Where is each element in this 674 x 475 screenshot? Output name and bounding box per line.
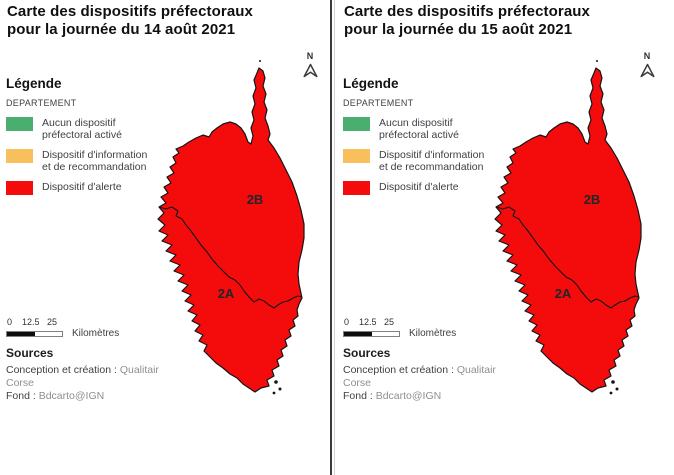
source-value: Qualitair Corse bbox=[343, 364, 496, 389]
scale-bar-graphic bbox=[343, 330, 400, 337]
north-arrow: N bbox=[637, 51, 657, 78]
scale-unit-label: Kilomètres bbox=[409, 328, 457, 339]
scale-bar-graphic bbox=[6, 330, 63, 337]
north-label: N bbox=[306, 51, 314, 61]
legend-layer-label: DEPARTEMENT bbox=[6, 98, 77, 108]
legend-heading: Légende bbox=[6, 76, 62, 91]
department-2b-label: 2B bbox=[584, 192, 601, 207]
panel-divider-highlight bbox=[334, 0, 335, 475]
north-arrow-icon bbox=[639, 63, 655, 78]
source-line: Conception et création : Qualitair Corse bbox=[343, 364, 523, 390]
red-swatch-icon bbox=[343, 181, 370, 195]
department-boundary bbox=[495, 206, 640, 309]
legend-item-label: Dispositif d'information et de recommand… bbox=[42, 149, 148, 173]
scale-tick: 12.5 bbox=[359, 317, 377, 327]
page-title: Carte des dispositifs préfectoraux pour … bbox=[7, 3, 317, 39]
legend-item-none: Aucun dispositif préfectoral activé bbox=[343, 117, 495, 141]
title-line-1: Carte des dispositifs préfectoraux bbox=[344, 3, 590, 20]
sources-block: Sources Conception et création : Qualita… bbox=[6, 346, 186, 403]
legend-item-label: Dispositif d'alerte bbox=[379, 181, 459, 193]
department-boundary bbox=[158, 206, 303, 309]
source-line: Conception et création : Qualitair Corse bbox=[6, 364, 186, 390]
source-value: Qualitair Corse bbox=[6, 364, 159, 389]
islet bbox=[596, 60, 598, 62]
scale-bar: 0 12.5 25 Kilomètres bbox=[343, 317, 493, 339]
islet bbox=[272, 391, 276, 395]
legend-item-label: Aucun dispositif préfectoral activé bbox=[42, 117, 122, 141]
legend-item-label: Dispositif d'information et de recommand… bbox=[379, 149, 485, 173]
legend-layer-label: DEPARTEMENT bbox=[343, 98, 414, 108]
source-line: Fond : Bdcarto@IGN bbox=[343, 390, 523, 403]
scale-ticks: 0 12.5 25 bbox=[6, 317, 156, 328]
corsica-outline bbox=[157, 67, 305, 393]
legend-item-none: Aucun dispositif préfectoral activé bbox=[6, 117, 158, 141]
source-value: Bdcarto@IGN bbox=[375, 390, 442, 402]
islet bbox=[278, 387, 282, 391]
islet bbox=[611, 380, 615, 384]
green-swatch-icon bbox=[343, 117, 370, 131]
scale-ticks: 0 12.5 25 bbox=[343, 317, 493, 328]
sources-heading: Sources bbox=[343, 346, 391, 360]
title-line-1: Carte des dispositifs préfectoraux bbox=[7, 3, 253, 20]
source-label: Conception et création : bbox=[6, 364, 117, 376]
source-label: Fond : bbox=[6, 390, 36, 402]
map-panel-14-aout: Carte des dispositifs préfectoraux pour … bbox=[6, 3, 320, 403]
title-line-2: pour la journée du 14 août 2021 bbox=[7, 21, 236, 38]
red-swatch-icon bbox=[6, 181, 33, 195]
corsica-map: 2B 2A bbox=[157, 60, 305, 395]
orange-swatch-icon bbox=[343, 149, 370, 163]
islet bbox=[274, 380, 278, 384]
scale-unit-label: Kilomètres bbox=[72, 328, 120, 339]
scale-tick: 25 bbox=[384, 317, 395, 327]
source-label: Conception et création : bbox=[343, 364, 454, 376]
legend: Légende DEPARTEMENT Aucun dispositif pré… bbox=[6, 76, 158, 203]
title-line-2: pour la journée du 15 août 2021 bbox=[344, 21, 573, 38]
scale-tick: 0 bbox=[7, 317, 13, 327]
scale-tick: 25 bbox=[47, 317, 58, 327]
panel-divider bbox=[330, 0, 332, 475]
legend-item-label: Dispositif d'alerte bbox=[42, 181, 122, 193]
green-swatch-icon bbox=[6, 117, 33, 131]
source-line: Fond : Bdcarto@IGN bbox=[6, 390, 186, 403]
sources-heading: Sources bbox=[6, 346, 54, 360]
north-arrow-icon bbox=[302, 63, 318, 78]
source-value: Bdcarto@IGN bbox=[38, 390, 105, 402]
north-label: N bbox=[643, 51, 651, 61]
legend-item-alerte: Dispositif d'alerte bbox=[343, 181, 495, 195]
page-title: Carte des dispositifs préfectoraux pour … bbox=[344, 3, 654, 39]
legend-item-information: Dispositif d'information et de recommand… bbox=[6, 149, 158, 173]
islet bbox=[609, 391, 613, 395]
north-arrow: N bbox=[300, 51, 320, 78]
department-2a-label: 2A bbox=[555, 286, 572, 301]
map-panel-15-aout: Carte des dispositifs préfectoraux pour … bbox=[337, 0, 674, 475]
orange-swatch-icon bbox=[6, 149, 33, 163]
source-label: Fond : bbox=[343, 390, 373, 402]
legend-heading: Légende bbox=[343, 76, 399, 91]
scale-tick: 0 bbox=[344, 317, 350, 327]
corsica-outline bbox=[494, 67, 642, 393]
legend-item-label: Aucun dispositif préfectoral activé bbox=[379, 117, 459, 141]
scale-tick: 12.5 bbox=[22, 317, 40, 327]
sources-block: Sources Conception et création : Qualita… bbox=[343, 346, 523, 403]
islet bbox=[615, 387, 619, 391]
legend-item-information: Dispositif d'information et de recommand… bbox=[343, 149, 495, 173]
department-2b-label: 2B bbox=[247, 192, 264, 207]
legend-item-alerte: Dispositif d'alerte bbox=[6, 181, 158, 195]
corsica-map: 2B 2A bbox=[494, 60, 642, 395]
scale-bar: 0 12.5 25 Kilomètres bbox=[6, 317, 156, 339]
islet bbox=[259, 60, 261, 62]
department-2a-label: 2A bbox=[218, 286, 235, 301]
legend: Légende DEPARTEMENT Aucun dispositif pré… bbox=[343, 76, 495, 203]
